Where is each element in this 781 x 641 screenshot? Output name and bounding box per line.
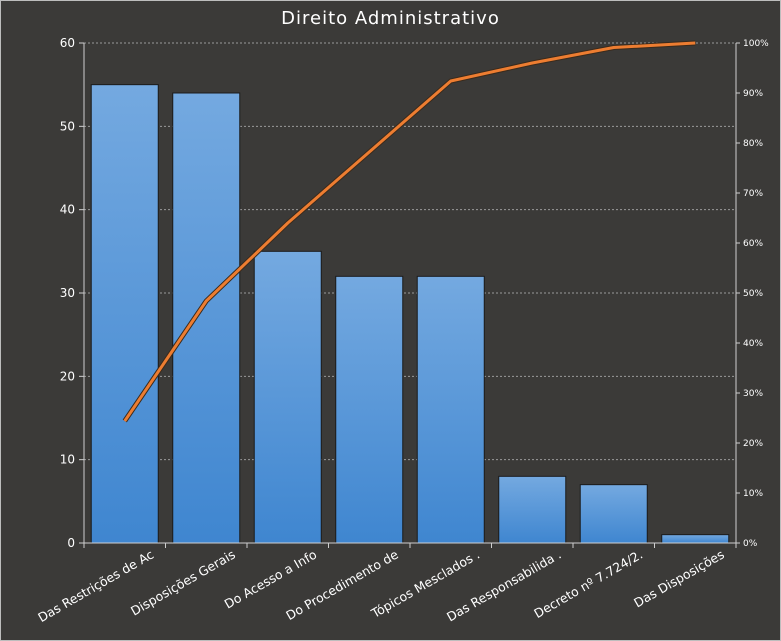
right-tick-label: 20%	[743, 439, 763, 449]
bars	[90, 84, 730, 544]
chart-title: Direito Administrativo	[281, 8, 500, 29]
right-tick-label: 30%	[743, 389, 763, 399]
right-tick-label: 70%	[743, 189, 763, 199]
bar	[661, 534, 730, 544]
bar	[335, 275, 404, 544]
right-tick-label: 10%	[743, 489, 763, 499]
bar	[90, 84, 159, 544]
left-tick-label: 0	[67, 536, 75, 550]
left-tick-label: 10	[60, 453, 75, 467]
right-tick-label: 90%	[743, 89, 763, 99]
left-tick-label: 20	[60, 369, 75, 383]
left-tick-label: 30	[60, 286, 75, 300]
left-tick-label: 50	[60, 119, 75, 133]
category-label: Das Disposições	[631, 547, 727, 611]
bar	[416, 275, 485, 544]
bar	[172, 92, 241, 544]
right-axis: 0% 10% 20% 30% 40% 50% 60% 70% 80% 90% 100%	[735, 39, 769, 549]
right-tick-label: 80%	[743, 139, 763, 149]
bar	[253, 250, 322, 544]
cumulative-line-path	[123, 41, 696, 422]
right-tick-label: 0%	[743, 539, 758, 549]
bar	[498, 475, 567, 544]
right-tick-label: 60%	[743, 239, 763, 249]
right-tick-label: 50%	[743, 289, 763, 299]
right-tick-label: 100%	[743, 39, 769, 49]
left-tick-label: 40	[60, 203, 75, 217]
right-tick-label: 40%	[743, 339, 763, 349]
left-tick-label: 60	[60, 36, 75, 50]
bar	[579, 484, 648, 544]
cumulative-line	[122, 40, 696, 423]
